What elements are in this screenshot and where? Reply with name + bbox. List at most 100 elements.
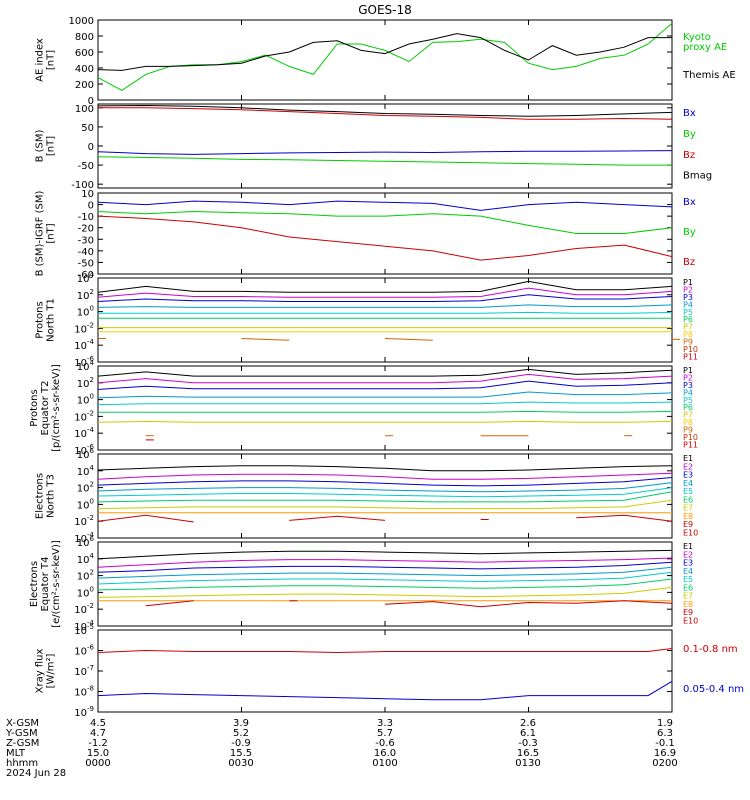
series-line-E9	[384, 600, 673, 608]
orbit-row-label: MLT	[6, 748, 26, 759]
series-line-P6	[98, 410, 673, 413]
orbit-value: 3.3	[377, 718, 393, 729]
y-tick-label: 100	[77, 585, 94, 599]
y-tick-label: 104	[77, 552, 95, 566]
y-tick-label: -20	[78, 224, 94, 235]
y-tick-label: 10-2	[74, 514, 94, 528]
legend-bx: Bx	[683, 197, 696, 208]
legend-0.1-0.8-nm: 0.1-0.8 nm	[683, 644, 738, 655]
orbit-value: -0.1	[655, 738, 675, 749]
y-tick-label: 1000	[69, 16, 94, 27]
series-line-E9	[97, 514, 194, 523]
series-line-E1	[97, 465, 673, 472]
legend-p6: P6	[683, 315, 693, 324]
series-line-0.05-0.4 nm	[97, 680, 673, 701]
legend-p9: P9	[683, 426, 693, 435]
y-axis-label: North T3	[46, 474, 57, 518]
orbit-row-label: Z-GSM	[6, 738, 39, 749]
y-tick-label: -40	[78, 247, 94, 258]
orbit-value: 2.6	[520, 718, 536, 729]
legend-e10: E10	[683, 616, 698, 625]
y-axis-label: [nT]	[46, 136, 57, 156]
y-tick-label: 106	[77, 447, 95, 461]
panel-4: 10-6 10-4 10-2 100 102 104 Protons Equator T2 [p…	[29, 359, 698, 457]
series-line-Bx	[97, 150, 673, 155]
plot-title: GOES-18	[358, 3, 412, 17]
series-line-P4	[97, 304, 673, 308]
y-tick-label: 102	[77, 569, 94, 583]
y-axis-label: B (SM)	[35, 129, 46, 162]
series-line-P2	[97, 373, 673, 384]
y-axis-label: [e/(cm²-s-sr-keV)]	[51, 540, 62, 628]
y-tick-label: 10-2	[74, 409, 94, 423]
series-line-Themis AE	[97, 33, 672, 71]
series-line-P9	[241, 338, 290, 341]
orbit-row-label: Y-GSM	[5, 728, 38, 739]
y-axis-label: Electrons	[35, 473, 46, 519]
orbit-value: 16.9	[654, 748, 676, 759]
orbit-value: 15.0	[87, 748, 109, 759]
series-line-E2	[97, 472, 673, 480]
orbit-value: 1.9	[657, 718, 673, 729]
legend-p5: P5	[683, 308, 693, 317]
legend-e10: E10	[683, 528, 698, 537]
series-line-E9	[145, 600, 194, 607]
y-tick-label: 10-7	[74, 664, 94, 678]
y-tick-label: 10-4	[74, 338, 94, 352]
legend-e3: E3	[683, 471, 693, 480]
y-tick-label: 102	[77, 376, 94, 390]
series-line-E4	[97, 482, 673, 493]
legend-p9: P9	[683, 338, 693, 347]
series-line-E3	[97, 561, 673, 573]
y-axis-label: [nT]	[46, 223, 57, 243]
legend-by: By	[683, 129, 696, 140]
series-line-E6	[97, 491, 673, 503]
legend-e9: E9	[683, 520, 693, 529]
y-tick-label: 10-2	[74, 321, 94, 335]
legend-p11: P11	[683, 440, 698, 449]
y-tick-label: 200	[75, 80, 94, 91]
series-line-Bz	[98, 107, 673, 120]
orbit-value: -0.3	[518, 738, 538, 749]
legend-e8: E8	[683, 600, 693, 609]
legend-e3: E3	[683, 559, 693, 568]
legend-by: By	[683, 227, 696, 238]
y-axis-label: [p/(cm²-s-sr-keV)]	[51, 364, 62, 452]
y-tick-label: 10-8	[74, 685, 94, 699]
plot-date: 2024 Jun 28	[6, 768, 66, 779]
y-axis-label: North T1	[46, 298, 57, 342]
legend-e4: E4	[683, 479, 693, 488]
panel-7: 10-9 10-8 10-7 10-6 10-5 Xray flux [W/m²] 0.1-0…	[35, 623, 745, 719]
y-axis-label: Protons	[35, 301, 46, 338]
series-line-P7	[97, 420, 673, 423]
series-line-Bz	[97, 215, 673, 261]
y-tick-label: 102	[77, 288, 94, 302]
legend-p1: P1	[683, 366, 693, 375]
legend-p10: P10	[683, 433, 698, 442]
legend-proxy-ae: proxy AE	[683, 42, 727, 53]
series-line-E9	[289, 515, 386, 521]
y-tick-label: 104	[77, 359, 95, 373]
legend-e7: E7	[683, 504, 693, 513]
y-tick-label: 102	[77, 481, 94, 495]
orbit-value: 5.2	[233, 728, 249, 739]
orbit-row-label: X-GSM	[6, 718, 39, 729]
series-line-Bx	[97, 200, 673, 211]
legend-e8: E8	[683, 512, 693, 521]
series-line-P5	[98, 311, 673, 314]
y-tick-label: -10	[78, 212, 94, 223]
panel-6: 10-4 10-2 100 102 104 106 Electrons Equator T4[…	[29, 535, 698, 633]
series-line-0.1-0.8 nm	[97, 648, 673, 654]
y-tick-label: 10-6	[74, 355, 94, 369]
legend-e6: E6	[683, 495, 693, 504]
orbit-value: 15.5	[230, 748, 252, 759]
legend-0.05-0.4-nm: 0.05-0.4 nm	[683, 684, 744, 695]
y-tick-label: 100	[77, 497, 94, 511]
series-line-E6	[97, 578, 673, 591]
legend-p11: P11	[683, 352, 698, 361]
legend-e2: E2	[683, 550, 693, 559]
legend-p1: P1	[683, 278, 693, 287]
y-tick-label: 800	[75, 32, 94, 43]
legend-p8: P8	[683, 330, 693, 339]
